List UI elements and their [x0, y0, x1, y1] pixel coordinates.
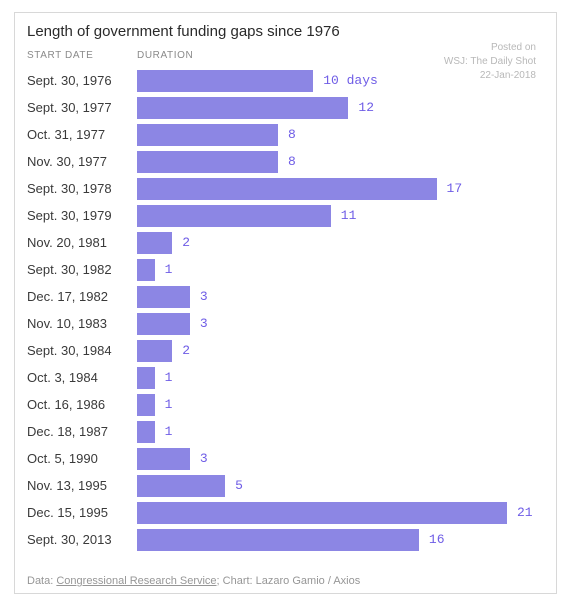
row-value: 1	[165, 397, 173, 412]
table-row: Dec. 17, 1982 3	[27, 283, 544, 310]
bar-area: 2	[137, 337, 544, 364]
row-date: Sept. 30, 1976	[27, 73, 137, 88]
bar	[137, 394, 155, 416]
bar-area: 1	[137, 418, 544, 445]
row-value: 3	[200, 451, 208, 466]
row-value: 10 days	[323, 73, 378, 88]
row-value: 5	[235, 478, 243, 493]
bar	[137, 475, 225, 497]
bar-area: 16	[137, 526, 544, 553]
bar	[137, 286, 190, 308]
row-date: Oct. 16, 1986	[27, 397, 137, 412]
row-date: Sept. 30, 1979	[27, 208, 137, 223]
row-date: Nov. 20, 1981	[27, 235, 137, 250]
table-row: Dec. 18, 1987 1	[27, 418, 544, 445]
bar	[137, 178, 437, 200]
bar	[137, 340, 172, 362]
bar-area: 8	[137, 121, 544, 148]
row-date: Nov. 10, 1983	[27, 316, 137, 331]
bar	[137, 313, 190, 335]
bar	[137, 70, 313, 92]
bar	[137, 502, 507, 524]
bar	[137, 151, 278, 173]
bar-area: 1	[137, 364, 544, 391]
row-date: Dec. 18, 1987	[27, 424, 137, 439]
bar-area: 17	[137, 175, 544, 202]
table-row: Sept. 30, 1984 2	[27, 337, 544, 364]
row-value: 12	[358, 100, 374, 115]
row-date: Oct. 5, 1990	[27, 451, 137, 466]
bar	[137, 124, 278, 146]
table-row: Sept. 30, 1982 1	[27, 256, 544, 283]
table-row: Oct. 3, 1984 1	[27, 364, 544, 391]
table-row: Sept. 30, 2013 16	[27, 526, 544, 553]
table-row: Sept. 30, 1978 17	[27, 175, 544, 202]
bar	[137, 421, 155, 443]
table-row: Nov. 13, 1995 5	[27, 472, 544, 499]
row-value: 16	[429, 532, 445, 547]
row-date: Oct. 31, 1977	[27, 127, 137, 142]
row-date: Sept. 30, 1978	[27, 181, 137, 196]
bar	[137, 232, 172, 254]
bar-area: 10 days	[137, 67, 544, 94]
bar-area: 2	[137, 229, 544, 256]
row-date: Sept. 30, 2013	[27, 532, 137, 547]
chart-footer: Data: Congressional Research Service; Ch…	[27, 575, 360, 587]
posted-line1: Posted on	[444, 41, 536, 55]
row-value: 2	[182, 235, 190, 250]
bar-area: 1	[137, 391, 544, 418]
row-date: Sept. 30, 1984	[27, 343, 137, 358]
table-row: Nov. 30, 1977 8	[27, 148, 544, 175]
bar-area: 3	[137, 310, 544, 337]
bar-area: 21	[137, 499, 544, 526]
row-date: Dec. 17, 1982	[27, 289, 137, 304]
row-value: 2	[182, 343, 190, 358]
row-value: 3	[200, 289, 208, 304]
row-value: 11	[341, 208, 357, 223]
row-value: 1	[165, 370, 173, 385]
table-row: Oct. 5, 1990 3	[27, 445, 544, 472]
row-date: Dec. 15, 1995	[27, 505, 137, 520]
row-date: Oct. 3, 1984	[27, 370, 137, 385]
bar	[137, 448, 190, 470]
bar	[137, 367, 155, 389]
row-value: 8	[288, 154, 296, 169]
table-row: Sept. 30, 1979 11	[27, 202, 544, 229]
row-value: 21	[517, 505, 533, 520]
row-date: Nov. 13, 1995	[27, 478, 137, 493]
row-value: 1	[165, 262, 173, 277]
table-row: Oct. 16, 1986 1	[27, 391, 544, 418]
table-row: Sept. 30, 1977 12	[27, 94, 544, 121]
table-row: Sept. 30, 1976 10 days	[27, 67, 544, 94]
bar-area: 3	[137, 445, 544, 472]
footer-prefix: Data:	[27, 575, 56, 587]
row-value: 8	[288, 127, 296, 142]
row-date: Nov. 30, 1977	[27, 154, 137, 169]
bar-area: 12	[137, 94, 544, 121]
table-row: Dec. 15, 1995 21	[27, 499, 544, 526]
table-row: Nov. 10, 1983 3	[27, 310, 544, 337]
bar	[137, 529, 419, 551]
row-date: Sept. 30, 1982	[27, 262, 137, 277]
footer-suffix: ; Chart: Lazaro Gamio / Axios	[217, 575, 361, 587]
row-value: 1	[165, 424, 173, 439]
chart-container: Length of government funding gaps since …	[14, 12, 557, 594]
row-date: Sept. 30, 1977	[27, 100, 137, 115]
table-row: Oct. 31, 1977 8	[27, 121, 544, 148]
bar-area: 5	[137, 472, 544, 499]
chart-rows: Sept. 30, 197610 daysSept. 30, 197712Oct…	[27, 67, 544, 553]
bar	[137, 97, 348, 119]
row-value: 17	[447, 181, 463, 196]
chart-title: Length of government funding gaps since …	[27, 23, 544, 40]
bar	[137, 259, 155, 281]
footer-source: Congressional Research Service	[56, 575, 216, 587]
bar-area: 8	[137, 148, 544, 175]
header-start-date: START DATE	[27, 50, 137, 61]
row-value: 3	[200, 316, 208, 331]
bar-area: 11	[137, 202, 544, 229]
bar-area: 1	[137, 256, 544, 283]
table-row: Nov. 20, 1981 2	[27, 229, 544, 256]
bar-area: 3	[137, 283, 544, 310]
bar	[137, 205, 331, 227]
